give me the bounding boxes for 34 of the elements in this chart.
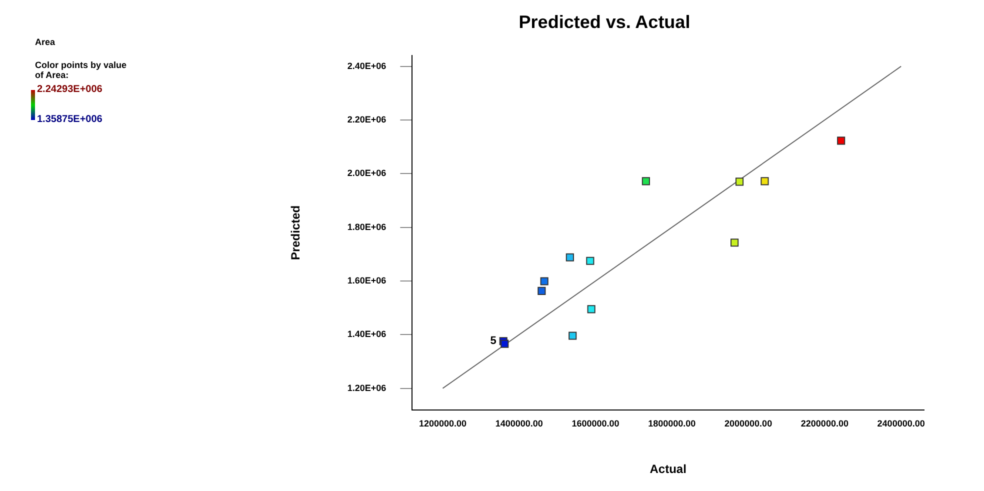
x-tick-label: 1400000.00 xyxy=(495,418,543,429)
point xyxy=(586,256,594,265)
x-tick-label: 1200000.00 xyxy=(418,418,467,429)
y-tick-label: 2.40E+06 xyxy=(347,60,386,71)
color-bar-label: 1.35875E+006 xyxy=(37,114,103,125)
color-bar-label: 2.24293E+006 xyxy=(37,84,103,95)
color-bar-title: Color points by value of Area: xyxy=(35,60,127,80)
y-tick-label: 1.80E+06 xyxy=(347,222,386,232)
point xyxy=(587,305,596,314)
point xyxy=(642,177,650,186)
y-tick-label: 1.60E+06 xyxy=(347,275,386,286)
text: Area xyxy=(35,36,56,47)
point xyxy=(500,340,509,348)
x-axis-title: Actual xyxy=(650,462,686,476)
x-tick-label: 2000000.00 xyxy=(724,418,772,429)
point xyxy=(568,332,577,340)
point xyxy=(540,277,548,286)
x-tick-label: 1600000.00 xyxy=(572,418,620,429)
point xyxy=(837,136,846,145)
y-tick-label: 2.00E+06 xyxy=(347,168,386,178)
chart-title: Predicted vs. Actual xyxy=(518,12,690,32)
annotation: 5 xyxy=(490,335,496,348)
y-tick-label: 1.20E+06 xyxy=(347,382,386,393)
y-tick-label: 1.40E+06 xyxy=(347,329,386,340)
point xyxy=(735,178,744,186)
point xyxy=(566,253,574,262)
x-tick-label: 2200000.00 xyxy=(800,418,848,429)
point xyxy=(730,238,739,247)
point xyxy=(538,286,546,295)
x-tick-label: 1800000.00 xyxy=(648,418,696,429)
point xyxy=(760,177,769,186)
x-tick-label: 2400000.00 xyxy=(877,418,925,429)
y-tick-label: 2.20E+06 xyxy=(347,114,386,124)
y-axis-title: Predicted xyxy=(288,205,303,260)
